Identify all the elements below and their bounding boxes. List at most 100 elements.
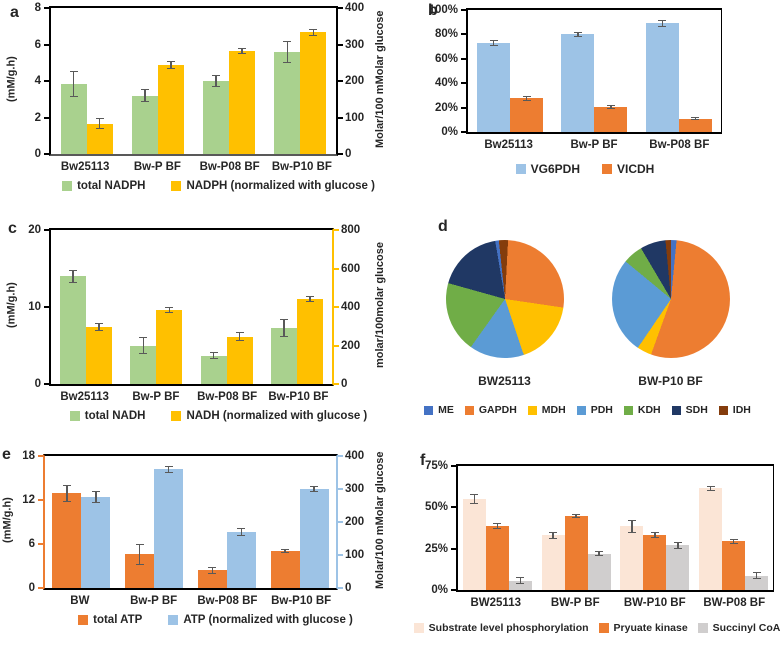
legend-item: KDH (623, 404, 661, 416)
error-bar (164, 465, 173, 473)
legend-item: total NADH (69, 410, 145, 422)
axis-tick-label: 60% (434, 52, 458, 65)
axis-tick-label: 400 (345, 2, 365, 14)
axis-tick-label: 300 (345, 483, 365, 495)
axis-tick-mark (334, 267, 339, 270)
axis-tick-mark (461, 57, 466, 60)
category-label: Bw-P08 BF (197, 391, 258, 403)
legend-swatch (697, 623, 708, 633)
axis-tick-mark (451, 465, 456, 467)
left-axis-ticks: 0 6 12 18 (15, 450, 43, 594)
axis-tick-mark (338, 153, 343, 155)
axis-tick-label: 0 (34, 378, 41, 390)
error-bar (572, 514, 581, 519)
axis-tick-mark (451, 506, 456, 509)
axis-tick-mark (338, 80, 343, 82)
chart-c: (mM/g.h) 0 10 20 Bw25113 Bw-P BF Bw-P08 BF Bw-P… (4, 224, 388, 422)
axis-tick-mark (334, 306, 339, 308)
legend-swatch (602, 164, 612, 174)
legend-e: total ATP ATP (normalized with glucose ) (43, 614, 388, 626)
bar-vicdh (678, 116, 712, 132)
chart-e: (mM/g.h) 0 6 12 18 BW Bw-P BF Bw-P08 BF Bw-P10 B… (0, 450, 388, 626)
category-labels: Bw25113 Bw-P BF Bw-P08 BF (466, 134, 722, 156)
error-bar (310, 486, 319, 492)
axis-tick-mark (38, 587, 43, 589)
axis-tick-label: 8 (34, 2, 41, 14)
category-label: BW-P10 BF (623, 597, 686, 609)
legend-label: PDH (590, 404, 613, 416)
axis-tick-mark (44, 383, 49, 385)
bar-group-Bw-P08 BF (192, 230, 262, 384)
category-label: Bw-P08 BF (197, 595, 258, 607)
bar-group-Bw-P08 BF (191, 456, 264, 588)
legend-label: NADH (normalized with glucose ) (186, 410, 368, 422)
plot-area-b (466, 8, 722, 134)
bar-group-Bw-P BF (121, 230, 191, 384)
pie-block-BW-P10 BF: BW-P10 BF (611, 240, 730, 388)
bar-group-BW-P08 BF (694, 466, 773, 590)
plot-wrap: BW25113 BW-P BF BW-P10 BF BW-P08 BF (456, 464, 774, 614)
bar-succinyl-coa (508, 577, 532, 590)
axis-tick-mark (38, 499, 43, 501)
legend-c: total NADH NADH (normalized with glucose … (49, 410, 388, 422)
bar-total-atp (52, 485, 82, 588)
bar-nadph-(normalized-with-glucose-) (86, 118, 113, 154)
error-bar (516, 577, 525, 585)
error-bar (658, 20, 667, 27)
axis-tick-label: 0% (431, 584, 448, 596)
category-label: Bw-P08 BF (649, 139, 710, 151)
axis-tick-mark (461, 9, 466, 11)
bar-group-Bw-P08 BF (194, 8, 265, 154)
bar-total-atp (270, 549, 300, 588)
axis-tick-label: 200 (345, 75, 365, 87)
legend-item: VG6PDH (515, 162, 580, 176)
axis-tick-label: 20 (28, 224, 41, 236)
bar-vicdh (510, 96, 544, 132)
bar-vg6pdh (561, 31, 595, 132)
legend-label: GAPDH (478, 404, 517, 416)
left-axis-title: (mM/g.h) (5, 56, 18, 102)
error-bar (706, 485, 715, 491)
legend-d: ME GAPDH MDH PDH KDH SDH IDH (392, 404, 783, 416)
axis-tick-mark (461, 82, 466, 85)
chart-row-a: (mM/g.h) 0 2 4 6 8 Bw25113 Bw-P BF Bw-P08 BF Bw-P… (4, 2, 388, 178)
legend-swatch (78, 615, 89, 625)
bar-nadh-(normalized-with-glucose-) (86, 323, 113, 384)
bar-nadh-(normalized-with-glucose-) (226, 332, 253, 384)
axis-tick-mark (451, 589, 456, 591)
axis-tick-mark (334, 229, 339, 231)
category-label: Bw-P BF (570, 139, 618, 151)
axis-tick-mark (38, 455, 43, 457)
error-bar (166, 60, 175, 69)
bar-pryuate-kinase (485, 522, 509, 590)
legend-label: total ATP (93, 614, 143, 626)
category-labels: BW25113 BW-P BF BW-P10 BF BW-P08 BF (456, 592, 774, 614)
legend-item: MDH (527, 404, 566, 416)
legend-item: total ATP (78, 614, 142, 626)
legend-label: VG6PDH (530, 162, 580, 176)
legend-label: NADPH (normalized with glucose ) (186, 180, 375, 192)
left-axis-ticks: 0% 20% 40% 60% 80% 100% (420, 4, 466, 138)
error-bar (62, 485, 71, 502)
chart-row-e: (mM/g.h) 0 6 12 18 BW Bw-P BF Bw-P08 BF Bw-P10 B… (0, 450, 388, 612)
bar-total-nadh (270, 319, 297, 384)
error-bar (95, 118, 104, 130)
legend-b: VG6PDH VICDH (420, 162, 750, 176)
plot-area-e (43, 454, 338, 590)
legend-label: VICDH (617, 162, 655, 176)
plot-area-c (49, 228, 334, 386)
bar-atp-(normalized-with-glucose-) (226, 528, 256, 588)
plot-wrap: BW Bw-P BF Bw-P08 BF Bw-P10 BF (43, 454, 338, 612)
error-bar (237, 528, 246, 536)
bar-group-Bw-P10 BF (265, 8, 336, 154)
bar-total-nadph (60, 70, 87, 154)
bar-succinyl-coa (587, 550, 611, 590)
error-bar (91, 491, 100, 504)
axis-tick-mark (334, 383, 339, 385)
axis-tick-label: 4 (34, 75, 41, 87)
chart-row-f: 0% 25% 50% 75% BW25113 BW-P BF BW-P10 BF BW-P08… (414, 460, 780, 614)
bar-group-Bw-P BF (122, 8, 193, 154)
left-axis-ticks: 0% 25% 50% 75% (414, 460, 456, 596)
bar-total-nadh (200, 352, 227, 384)
axis-tick-label: 6 (28, 538, 35, 550)
